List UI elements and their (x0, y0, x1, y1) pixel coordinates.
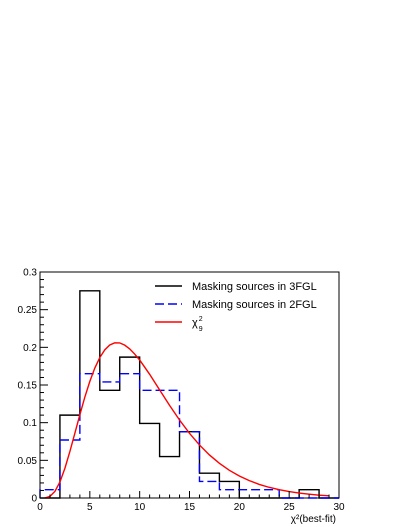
x-tick-label: 20 (234, 502, 246, 513)
x-tick-label: 5 (87, 502, 93, 513)
x-tick-label: 15 (184, 502, 196, 513)
x-tick-label: 10 (134, 502, 146, 513)
legend-label-1: Masking sources in 3FGL (192, 281, 317, 293)
series-layer (39, 290, 339, 499)
y-tick-label: 0.3 (23, 268, 37, 279)
legend-label-2: Masking sources in 2FGL (192, 299, 317, 311)
x-axis-title: χ²(best-fit) (291, 514, 336, 525)
axes-layer: 0 5 10 15 20 25 30 0 0.05 0.1 0.15 0.2 0.25 0.3 (18, 268, 345, 514)
x-tick-label: 25 (284, 502, 296, 513)
legend-label-3: χ2 9 (192, 316, 203, 333)
y-tick-label: 0 (31, 494, 37, 505)
x-tick-label: 30 (333, 502, 345, 513)
chi2-curve (44, 342, 330, 499)
legend: Masking sources in 3FGL Masking sources i… (155, 281, 317, 333)
y-tick-label: 0.15 (18, 381, 38, 392)
histogram-series-2 (39, 373, 339, 499)
y-tick-label: 0.25 (18, 305, 38, 316)
histogram-series-1 (40, 290, 339, 499)
y-tick-label: 0.05 (18, 456, 38, 467)
x-tick-label: 0 (37, 502, 43, 513)
legend-superscript: 2 (199, 316, 203, 323)
y-tick-label: 0.2 (23, 343, 37, 354)
y-tick-label: 0.1 (23, 418, 37, 429)
legend-subscript: 9 (199, 326, 203, 333)
